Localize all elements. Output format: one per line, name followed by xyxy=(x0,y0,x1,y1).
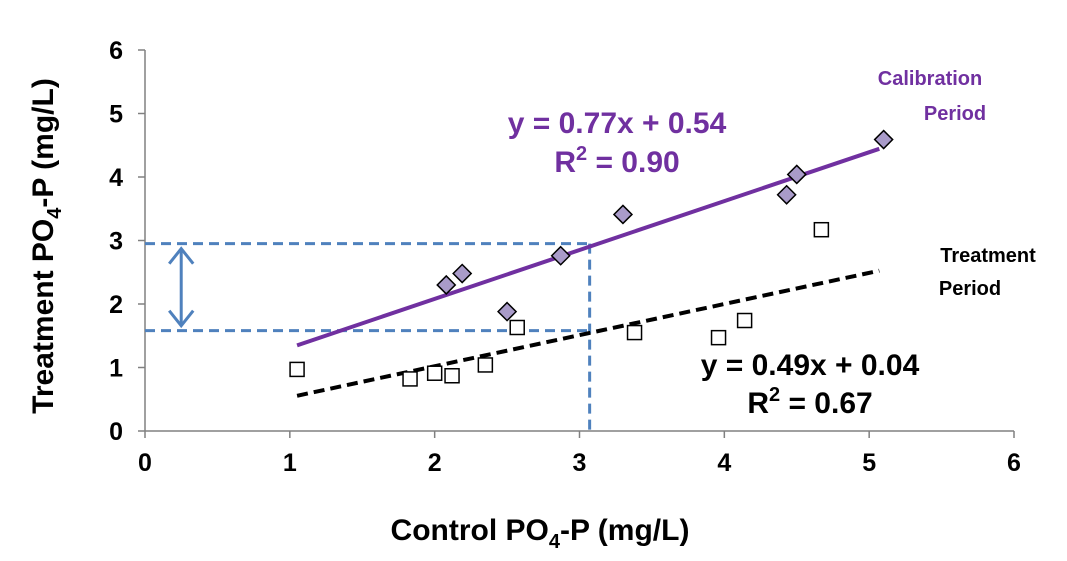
treatment-trendline xyxy=(296,268,880,398)
treatment-point xyxy=(509,319,525,336)
treatment-period-label-line2: Period xyxy=(939,278,1001,300)
x-tick-label: 2 xyxy=(428,449,442,477)
difference-arrow-head-up xyxy=(168,246,195,265)
y-axis-title: Treatment PO4-P (mg/L) xyxy=(27,78,66,414)
treatment-point xyxy=(402,371,418,387)
x-tick-label: 4 xyxy=(717,449,731,477)
difference-arrow-head-down xyxy=(168,309,195,329)
treatment-point xyxy=(626,324,643,341)
y-tick-label: 0 xyxy=(109,418,123,446)
treatment-equation: y = 0.49x + 0.04 xyxy=(701,349,920,382)
calibration-point xyxy=(612,204,634,225)
x-tick-label: 3 xyxy=(573,449,587,477)
calibration-equation: y = 0.77x + 0.54 xyxy=(508,107,727,140)
y-tick-label: 2 xyxy=(109,291,123,319)
treatment-point xyxy=(477,357,494,373)
y-axis-ticks: 0 1 2 3 4 5 6 xyxy=(109,37,145,446)
x-tick-label: 6 xyxy=(1007,449,1021,477)
trendlines xyxy=(296,146,880,398)
x-tick-label: 0 xyxy=(138,449,152,477)
treatment-point xyxy=(444,368,460,384)
y-tick-label: 1 xyxy=(109,355,123,383)
calibration-r2: R2 = 0.90 xyxy=(554,143,679,179)
reference-guides xyxy=(145,242,592,431)
calibration-point xyxy=(786,164,807,185)
x-axis-title: Control PO4-P (mg/L) xyxy=(391,514,690,553)
calibration-point xyxy=(452,263,473,284)
treatment-r2: R2 = 0.67 xyxy=(747,384,872,420)
calibration-point xyxy=(497,301,518,322)
y-tick-label: 6 xyxy=(109,37,123,65)
treatment-period-label: Treatment xyxy=(940,245,1036,267)
calibration-point xyxy=(550,245,571,266)
calibration-period-label: Calibration xyxy=(878,68,982,90)
treatment-point xyxy=(736,312,753,329)
x-tick-label: 5 xyxy=(862,449,876,477)
calibration-point xyxy=(873,129,894,150)
x-axis-ticks: 0 1 2 3 4 5 6 xyxy=(138,431,1021,477)
treatment-point xyxy=(813,221,830,238)
data-markers xyxy=(289,129,894,387)
calibration-trendline xyxy=(296,146,880,348)
y-tick-label: 5 xyxy=(109,101,123,129)
y-tick-label: 3 xyxy=(109,228,123,256)
calibration-point xyxy=(776,184,797,205)
treatment-point xyxy=(426,365,443,381)
treatment-point xyxy=(289,361,305,378)
calibration-period-label-line2: Period xyxy=(924,103,986,125)
treatment-point xyxy=(710,329,727,346)
x-tick-label: 1 xyxy=(283,449,297,477)
calibration-point xyxy=(436,274,457,296)
y-tick-label: 4 xyxy=(109,164,123,192)
